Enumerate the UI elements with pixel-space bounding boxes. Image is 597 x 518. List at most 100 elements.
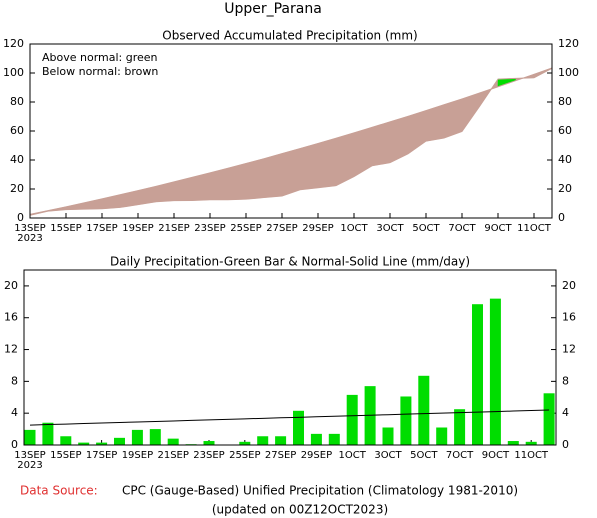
- annotation: Above normal: green: [42, 51, 158, 64]
- y2-tick-label: 20: [562, 279, 576, 292]
- source-label: Data Source:: [20, 484, 98, 498]
- x-tick-label: 15SEP: [50, 223, 81, 234]
- accum-line: [29, 67, 553, 215]
- x-tick-label: 13SEP: [14, 223, 45, 234]
- x-tick-label: 9OCT: [482, 450, 510, 461]
- bar: [257, 436, 269, 445]
- bar: [418, 375, 430, 445]
- y2-tick-label: 80: [558, 95, 572, 108]
- x-tick-label: 11OCT: [514, 450, 549, 461]
- x-tick-label: 1OCT: [340, 223, 368, 234]
- bar: [507, 441, 519, 445]
- y-tick-label: 0: [11, 438, 18, 451]
- x-tick-label: 19SEP: [122, 223, 153, 234]
- bar: [96, 442, 108, 445]
- annotation: Below normal: brown: [42, 65, 158, 78]
- x-tick-label: 25SEP: [230, 223, 261, 234]
- bar: [346, 394, 358, 445]
- x-tick-label: 23SEP: [193, 450, 224, 461]
- y2-tick-label: 4: [562, 406, 569, 419]
- x-tick-label: 21SEP: [157, 450, 188, 461]
- bar: [203, 441, 215, 445]
- y-tick-label: 12: [4, 343, 18, 356]
- x-tick-label: 27SEP: [266, 223, 297, 234]
- bar: [472, 304, 483, 445]
- x-tick-label: 3OCT: [374, 450, 402, 461]
- y-tick-label: 60: [10, 124, 24, 137]
- updated: (updated on 00Z12OCT2023): [212, 503, 388, 517]
- x-tick-label: 3OCT: [376, 223, 404, 234]
- bar: [239, 441, 251, 445]
- area-fill: [227, 163, 247, 200]
- source: CPC (Gauge-Based) Unified Precipitation …: [122, 484, 518, 498]
- y-tick-label: 20: [10, 182, 24, 195]
- bar: [310, 433, 322, 445]
- x-tick-label: 29SEP: [302, 223, 333, 234]
- x-tick-label: 15SEP: [50, 450, 81, 461]
- x-tick-label: 7OCT: [446, 450, 474, 461]
- area-fill: [209, 167, 229, 200]
- bar: [78, 442, 90, 445]
- plot-frame: [23, 269, 557, 446]
- accum-line: [29, 67, 553, 216]
- bar: [60, 436, 72, 445]
- x-tick-label: 21SEP: [158, 223, 189, 234]
- y2-tick-label: 0: [558, 211, 565, 224]
- bar: [525, 441, 537, 445]
- area-fill: [299, 143, 319, 191]
- x-tick-label: 29SEP: [301, 450, 332, 461]
- x-tick-label: 23SEP: [194, 223, 225, 234]
- bar: [489, 298, 501, 445]
- bar: [275, 436, 287, 445]
- x-tick-label: 11OCT: [517, 223, 552, 234]
- y2-tick-label: 8: [562, 374, 569, 387]
- year-label: 2023: [17, 233, 42, 244]
- y2-tick-label: 12: [562, 343, 576, 356]
- y-tick-label: 16: [4, 311, 18, 324]
- bar: [24, 429, 36, 445]
- y-tick-label: 4: [11, 406, 18, 419]
- bar: [42, 422, 54, 445]
- y2-tick-label: 40: [558, 153, 572, 166]
- area-fill: [389, 116, 409, 164]
- area-fill: [155, 181, 175, 203]
- x-tick-label: 5OCT: [412, 223, 440, 234]
- chart-title: Observed Accumulated Precipitation (mm): [162, 29, 417, 43]
- bar: [382, 427, 394, 445]
- y2-tick-label: 0: [562, 438, 569, 451]
- bar: [114, 437, 125, 445]
- bar: [454, 409, 466, 445]
- y2-tick-label: 120: [558, 37, 579, 50]
- area-fill: [263, 153, 283, 198]
- x-tick-label: 7OCT: [448, 223, 476, 234]
- x-tick-label: 27SEP: [265, 450, 296, 461]
- y2-tick-label: 16: [562, 311, 576, 324]
- page-title: Upper_Parana: [224, 1, 322, 17]
- y2-tick-label: 100: [558, 66, 579, 79]
- x-tick-label: 19SEP: [122, 450, 153, 461]
- normal-line: [29, 409, 550, 426]
- x-tick-label: 1OCT: [339, 450, 367, 461]
- y-tick-label: 100: [3, 66, 24, 79]
- bar: [436, 427, 448, 445]
- y-tick-label: 40: [10, 153, 24, 166]
- area-fill: [371, 121, 391, 167]
- x-tick-label: 17SEP: [86, 223, 117, 234]
- area-fill: [245, 158, 265, 200]
- y2-tick-label: 60: [558, 124, 572, 137]
- y-tick-label: 80: [10, 95, 24, 108]
- plot-frame: [29, 43, 553, 219]
- bar: [328, 433, 340, 445]
- y-tick-label: 8: [11, 374, 18, 387]
- area-fill: [281, 148, 301, 197]
- x-tick-label: 25SEP: [229, 450, 260, 461]
- area-fill: [317, 137, 337, 188]
- bar: [293, 410, 304, 445]
- bar: [167, 438, 179, 445]
- year-label: 2023: [17, 460, 42, 471]
- area-fill: [425, 104, 445, 142]
- y-tick-label: 0: [17, 211, 24, 224]
- area-fill: [461, 92, 481, 133]
- x-tick-label: 13SEP: [14, 450, 45, 461]
- area-fill: [353, 127, 373, 177]
